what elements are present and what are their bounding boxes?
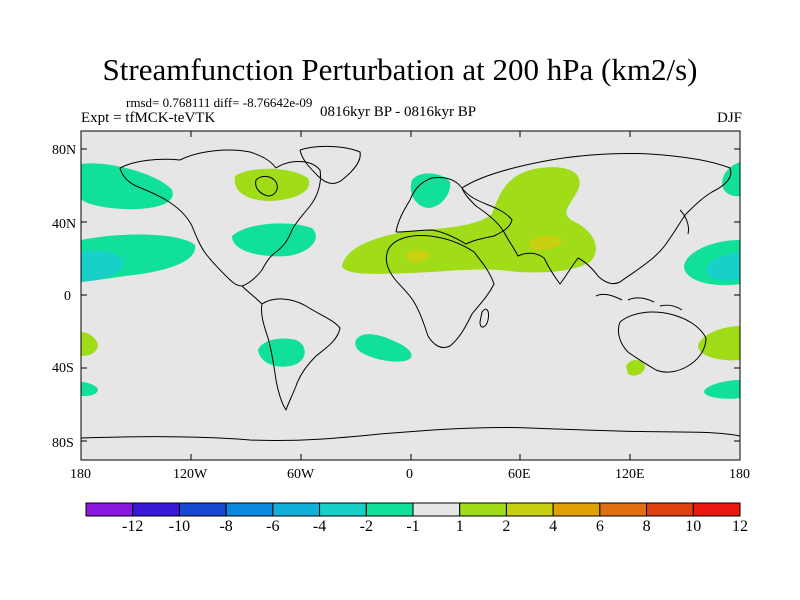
anomaly-scandinavia <box>410 173 451 208</box>
lon-label-180w: 180 <box>70 467 91 482</box>
map-background <box>81 131 740 460</box>
anomaly-west-pacific-core <box>705 252 740 281</box>
colorbar-label-3: -6 <box>266 518 280 535</box>
coastline-asia <box>461 152 732 285</box>
anomaly-south-pacific-west2 <box>81 382 98 396</box>
colorbar-swatch-4 <box>272 502 321 517</box>
colorbar-swatch-7 <box>412 502 461 517</box>
lat-label-80s: 80S <box>52 436 74 451</box>
colorbar-swatch-11 <box>599 502 648 517</box>
colorbar-swatch-8 <box>459 502 507 517</box>
colorbar-label-12: 10 <box>685 518 702 535</box>
coastline-greenland <box>299 145 361 184</box>
lat-label-0: 0 <box>64 289 71 304</box>
colorbar-label-1: -10 <box>168 518 191 535</box>
colorbar-swatch-12 <box>646 502 694 517</box>
stats-text: rmsd= 0.768111 diff= -8.76642e-09 <box>126 95 313 110</box>
coastline-hudson-bay <box>255 175 278 197</box>
lon-label-60e: 60E <box>508 467 531 482</box>
lon-label-60w: 60W <box>287 467 315 482</box>
colorbar-label-0: -12 <box>122 518 144 535</box>
colorbar-label-7: 1 <box>455 518 464 535</box>
anomaly-south-pacific-west <box>81 332 98 356</box>
coastline-japan <box>679 209 689 235</box>
anomaly-south-pacific-east <box>704 380 740 399</box>
anomaly-hudson-bay <box>234 168 310 201</box>
colorbar-swatch-2 <box>178 502 227 517</box>
colorbar-label-6: -1 <box>406 518 420 535</box>
experiment-label: Expt = tfMCK-teVTK <box>81 110 216 126</box>
coastline-indonesia <box>595 293 683 311</box>
coastline-africa <box>385 235 495 349</box>
lon-label-120e: 120E <box>615 467 645 482</box>
coastlines <box>81 145 740 442</box>
figure-title: Streamfunction Perturbation at 200 hPa (… <box>102 52 698 87</box>
tick-marks <box>80 131 741 460</box>
colorbar-label-4: -4 <box>312 518 327 535</box>
colorbar-swatch-3 <box>225 502 274 517</box>
colorbar-swatch-6 <box>365 502 414 517</box>
anomaly-central-asia-core <box>529 235 562 250</box>
colorbar-swatch-1 <box>132 502 180 517</box>
colorbar-swatch-5 <box>319 502 367 517</box>
coastline-europe <box>395 177 513 245</box>
colorbar-swatch-9 <box>505 502 554 517</box>
coastline-australia <box>617 311 707 373</box>
lat-label-80n: 80N <box>52 143 77 158</box>
colorbar-label-2: -8 <box>219 518 233 535</box>
colorbar-label-8: 2 <box>502 518 511 535</box>
lat-label-40s: 40S <box>52 361 74 376</box>
lat-label-40n: 40N <box>52 217 77 232</box>
lon-label-120w: 120W <box>173 467 208 482</box>
anomaly-east-north-america <box>232 223 316 257</box>
colorbar-swatch-10 <box>552 502 601 517</box>
coastline-central-america <box>241 285 263 305</box>
anomaly-north-pacific <box>81 163 173 210</box>
coastline-north-america <box>119 149 321 287</box>
season-label: DJF <box>716 110 742 126</box>
coastline-antarctica <box>81 426 740 442</box>
anomaly-fields <box>81 162 740 399</box>
coastline-madagascar <box>479 308 489 328</box>
lon-label-180e: 180 <box>729 467 750 482</box>
anomaly-south-atlantic <box>355 334 412 362</box>
lon-label-0: 0 <box>406 467 413 482</box>
colorbar-label-5: -2 <box>359 518 373 535</box>
colorbar-label-11: 8 <box>642 518 651 535</box>
anomaly-new-zealand <box>626 360 645 376</box>
colorbar-label-10: 6 <box>595 518 604 535</box>
anomaly-sahara-core <box>405 250 430 263</box>
anomaly-southwest-pacific <box>698 326 740 361</box>
colorbar-swatch-0 <box>85 502 134 517</box>
colorbar-label-13: 12 <box>732 518 748 535</box>
anomaly-tropical-pacific-core <box>81 250 124 282</box>
colorbar-swatch-13 <box>692 502 741 517</box>
coastline-south-america <box>261 298 341 411</box>
anomaly-north-pacific-east <box>722 162 740 197</box>
colorbar <box>85 502 741 517</box>
period-label: 0816kyr BP - 0816kyr BP <box>320 104 477 120</box>
colorbar-label-9: 4 <box>549 518 558 535</box>
